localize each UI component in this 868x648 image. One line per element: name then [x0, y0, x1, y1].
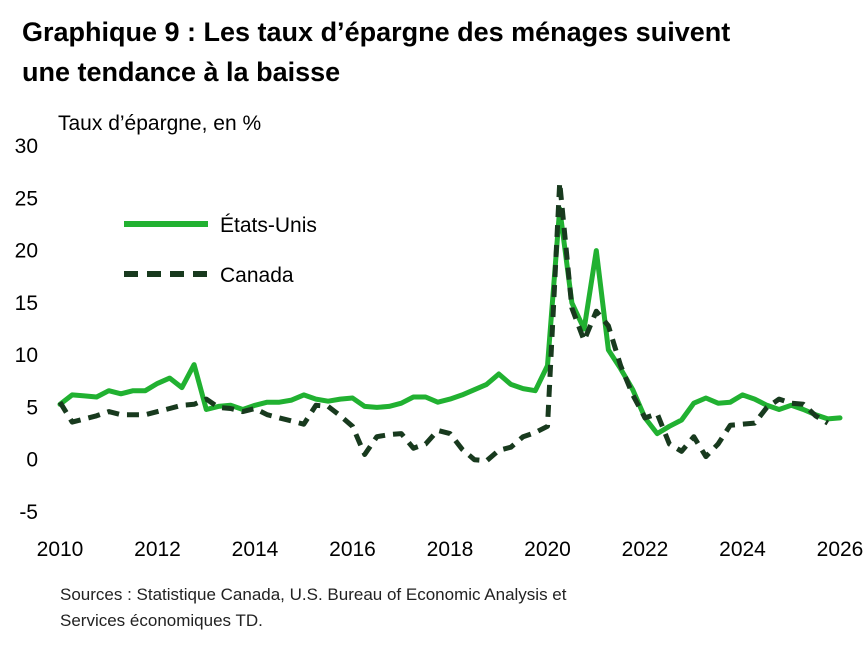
- series-line-us: [57, 206, 843, 437]
- x-tick-label: 2020: [524, 538, 571, 561]
- x-tick-label: 2022: [622, 538, 669, 561]
- y-tick-label: -5: [19, 501, 38, 524]
- chart-title-line-1: Graphique 9 : Les taux d’épargne des mén…: [22, 17, 731, 47]
- y-tick-label: 10: [15, 344, 38, 367]
- x-tick-label: 2026: [817, 538, 864, 561]
- series-line-canada: [57, 180, 830, 464]
- sources-note: Sources : Statistique Canada, U.S. Burea…: [60, 582, 780, 634]
- legend-label: Canada: [220, 264, 294, 287]
- chart-title: Graphique 9 : Les taux d’épargne des mén…: [22, 12, 852, 92]
- x-tick-label: 2014: [232, 538, 279, 561]
- y-tick-label: 30: [15, 135, 38, 158]
- y-axis-label: Taux d’épargne, en %: [58, 112, 262, 135]
- y-axis-ticks: -5 0 5 10 15 20 25 30: [15, 135, 38, 524]
- chart-title-line-2: une tendance à la baisse: [22, 57, 341, 87]
- y-tick-label: 5: [26, 396, 38, 419]
- y-tick-label: 15: [15, 292, 38, 315]
- legend: États-Unis Canada: [124, 214, 317, 287]
- x-tick-label: 2012: [134, 538, 181, 561]
- x-tick-label: 2018: [427, 538, 474, 561]
- series-lines: [57, 180, 843, 464]
- y-tick-label: 0: [26, 449, 38, 472]
- sources-line-1: Sources : Statistique Canada, U.S. Burea…: [60, 585, 567, 604]
- sources-line-2: Services économiques TD.: [60, 611, 263, 630]
- y-tick-label: 25: [15, 187, 38, 210]
- x-tick-label: 2024: [719, 538, 766, 561]
- x-tick-label: 2016: [329, 538, 376, 561]
- legend-label: États-Unis: [220, 214, 317, 237]
- x-axis-ticks: 2010 2012 2014 2016 2018 2020 2022 2024 2026: [37, 538, 864, 561]
- x-tick-label: 2010: [37, 538, 84, 561]
- y-tick-label: 20: [15, 240, 38, 263]
